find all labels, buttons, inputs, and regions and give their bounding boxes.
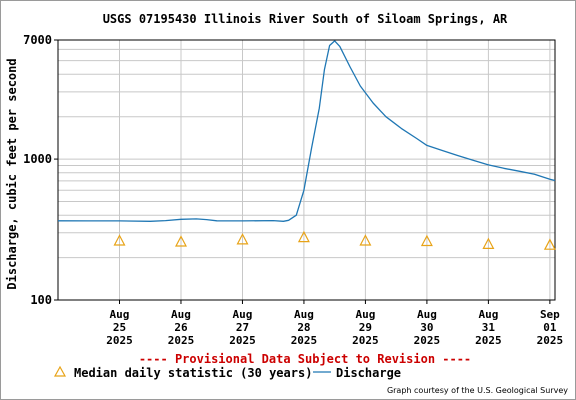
y-ticks: 100 1000 7000 xyxy=(23,33,58,307)
x-tick-label: 2025 xyxy=(291,334,318,347)
x-tick-label: 31 xyxy=(482,321,496,334)
series-layer xyxy=(57,40,556,250)
x-tick-label: 26 xyxy=(174,321,188,334)
x-tick-label: 2025 xyxy=(475,334,502,347)
x-tick-label: 2025 xyxy=(168,334,195,347)
x-tick-label: 2025 xyxy=(414,334,441,347)
median-marker xyxy=(420,234,433,247)
provisional-notice: ---- Provisional Data Subject to Revisio… xyxy=(139,352,471,366)
chart-title: USGS 07195430 Illinois River South of Si… xyxy=(103,12,508,26)
x-tick-label: 25 xyxy=(113,321,126,334)
x-tick-label: Sep xyxy=(540,308,560,321)
legend-label-median: Median daily statistic (30 years) xyxy=(74,366,312,380)
legend-marker-median xyxy=(53,365,67,377)
median-marker xyxy=(543,238,556,250)
x-tick-label: 2025 xyxy=(352,334,379,347)
x-tick-label: Aug xyxy=(478,308,498,321)
x-tick-label: 29 xyxy=(359,321,372,334)
y-axis-label: Discharge, cubic feet per second xyxy=(5,58,19,289)
credit-text: Graph courtesy of the U.S. Geological Su… xyxy=(387,386,568,395)
median-marker xyxy=(236,233,249,245)
median-marker xyxy=(359,234,372,246)
x-tick-label: 2025 xyxy=(537,334,564,347)
median-marker xyxy=(113,234,126,246)
x-tick-label: Aug xyxy=(417,308,437,321)
median-marker xyxy=(297,230,310,243)
x-tick-label: 27 xyxy=(236,321,249,334)
x-tick-label: 01 xyxy=(543,321,557,334)
discharge-line xyxy=(57,40,556,222)
y-tick-label: 100 xyxy=(30,293,52,307)
grid xyxy=(58,40,555,300)
legend-label-discharge: Discharge xyxy=(336,366,401,380)
x-ticks: Aug252025Aug262025Aug272025Aug282025Aug2… xyxy=(106,300,563,347)
x-tick-label: Aug xyxy=(171,308,191,321)
x-tick-label: 2025 xyxy=(106,334,133,347)
y-tick-label: 1000 xyxy=(23,152,52,166)
x-tick-label: Aug xyxy=(355,308,375,321)
x-tick-label: 30 xyxy=(420,321,433,334)
median-marker xyxy=(175,235,187,247)
x-tick-label: 28 xyxy=(297,321,310,334)
x-tick-label: Aug xyxy=(233,308,253,321)
x-tick-label: Aug xyxy=(110,308,130,321)
legend: Median daily statistic (30 years) Discha… xyxy=(53,365,401,380)
x-tick-label: 2025 xyxy=(229,334,256,347)
x-tick-label: Aug xyxy=(294,308,314,321)
median-marker xyxy=(482,237,495,249)
y-tick-label: 7000 xyxy=(23,33,52,47)
plot-area xyxy=(57,39,556,301)
